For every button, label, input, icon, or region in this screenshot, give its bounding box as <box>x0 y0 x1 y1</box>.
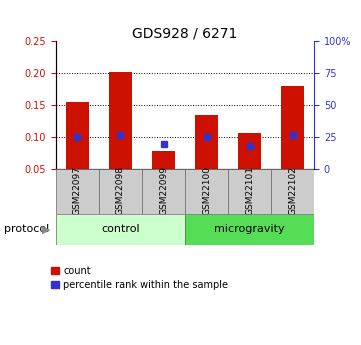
Text: GSM22102: GSM22102 <box>288 166 297 215</box>
Text: GSM22100: GSM22100 <box>202 166 211 215</box>
Text: GSM22099: GSM22099 <box>159 166 168 215</box>
Bar <box>195 115 218 169</box>
Bar <box>56 169 99 214</box>
Text: GSM22098: GSM22098 <box>116 166 125 215</box>
Title: GDS928 / 6271: GDS928 / 6271 <box>132 26 238 40</box>
Legend: count, percentile rank within the sample: count, percentile rank within the sample <box>47 262 232 294</box>
Bar <box>56 214 185 245</box>
Bar <box>185 214 314 245</box>
Bar <box>238 133 261 169</box>
Text: control: control <box>101 225 140 234</box>
Bar <box>281 86 304 169</box>
Bar <box>109 72 132 169</box>
Text: GSM22097: GSM22097 <box>73 166 82 215</box>
Text: GSM22101: GSM22101 <box>245 166 254 215</box>
Bar <box>228 169 271 214</box>
Bar <box>66 102 89 169</box>
Bar <box>185 169 228 214</box>
Text: ▶: ▶ <box>42 225 50 234</box>
Text: protocol: protocol <box>4 225 49 234</box>
Bar <box>142 169 185 214</box>
Bar <box>152 151 175 169</box>
Text: microgravity: microgravity <box>214 225 285 234</box>
Bar <box>271 169 314 214</box>
Bar <box>99 169 142 214</box>
